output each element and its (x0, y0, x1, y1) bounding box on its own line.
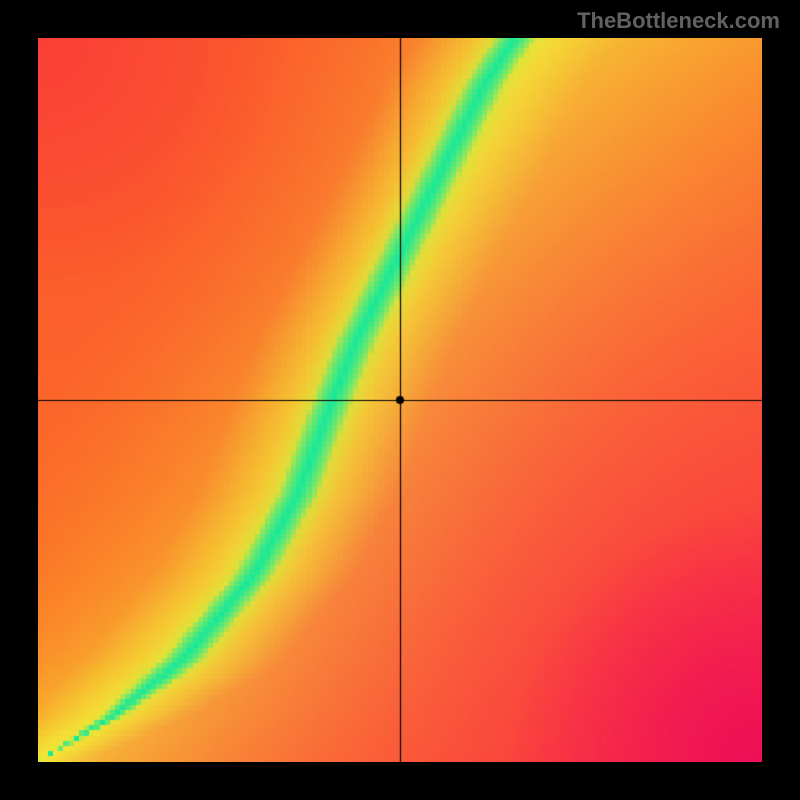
bottleneck-heatmap (38, 38, 762, 762)
watermark-text: TheBottleneck.com (577, 8, 780, 34)
